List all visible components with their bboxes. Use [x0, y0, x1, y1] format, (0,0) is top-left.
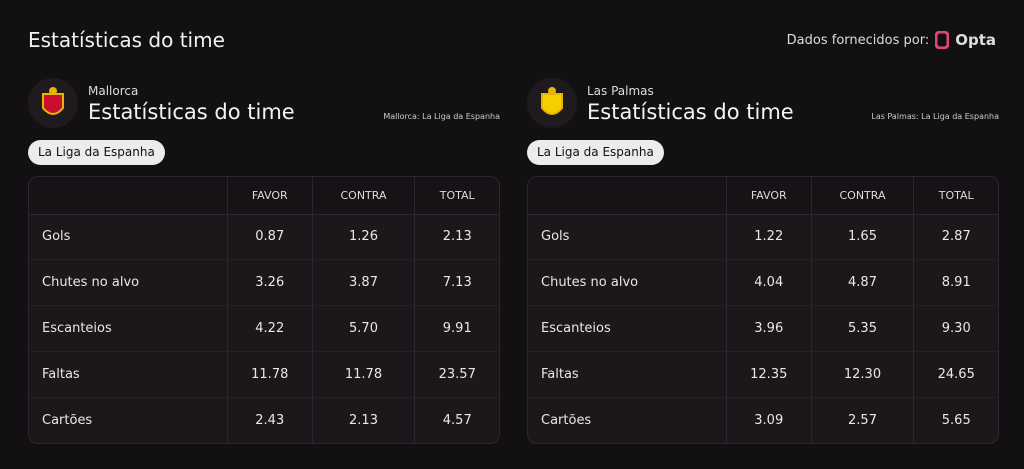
stat-value: 3.96 [726, 304, 811, 351]
source: Dados fornecidos por: Opta [787, 31, 996, 49]
stat-value: 1.22 [726, 215, 811, 259]
stats-table: FAVOR CONTRA TOTAL Gols 1.22 1.65 2.87 Chutes n… [527, 176, 999, 444]
stat-value: 4.87 [810, 258, 914, 305]
stat-row: Chutes no alvo 3.26 3.87 7.13 [29, 258, 499, 305]
team-title: Estatísticas do time [587, 100, 794, 124]
header-row: FAVOR CONTRA TOTAL [29, 177, 499, 215]
stat-row: Chutes no alvo 4.04 4.87 8.91 [528, 258, 998, 305]
stat-value: 7.13 [414, 258, 499, 305]
team-title: Estatísticas do time [88, 100, 295, 124]
stat-value: 5.35 [810, 304, 914, 351]
stat-label: Gols [541, 229, 570, 245]
team-name: Mallorca [88, 84, 139, 98]
stats-table: FAVOR CONTRA TOTAL Gols 0.87 1.26 2.13 Chutes n… [28, 176, 500, 444]
stat-value: 3.26 [227, 258, 312, 305]
header-cell [528, 177, 726, 215]
stat-value: 4.57 [414, 396, 499, 443]
league-pill: La Liga da Espanha [527, 140, 664, 165]
stat-value: 5.65 [913, 396, 998, 443]
stat-value: 4.22 [227, 304, 312, 351]
stat-value: 12.30 [810, 350, 914, 397]
stat-row: Escanteios 4.22 5.70 9.91 [29, 304, 499, 351]
stat-value: 0.87 [227, 215, 312, 259]
stat-value: 2.43 [227, 396, 312, 443]
stat-row: Faltas 11.78 11.78 23.57 [29, 350, 499, 397]
stat-value: 2.87 [913, 215, 998, 259]
column-header: TOTAL [913, 177, 998, 215]
team-logo [28, 78, 78, 128]
stat-label: Faltas [29, 350, 227, 397]
stat-label: Escanteios [528, 304, 726, 351]
team-note: Mallorca: La Liga da Espanha [383, 112, 500, 121]
stat-row: Cartões 3.09 2.57 5.65 [528, 396, 998, 443]
column-header: FAVOR [227, 177, 312, 215]
stat-value: 2.57 [810, 396, 914, 443]
source-text: Dados fornecidos por: [786, 32, 930, 48]
team-panel: Las Palmas Estatísticas do time Las Palmas… [527, 78, 999, 448]
league-pill: La Liga da Espanha [28, 140, 165, 165]
crest [42, 87, 64, 115]
stat-value: 2.13 [414, 215, 499, 259]
column-header: FAVOR [726, 177, 811, 215]
team-note: Las Palmas: La Liga da Espanha [871, 112, 999, 121]
stat-label: Chutes no alvo [29, 258, 227, 305]
column-header: CONTRA [311, 177, 415, 215]
team-logo [527, 78, 577, 128]
stat-value: 23.57 [414, 350, 499, 397]
stat-label: Escanteios [29, 304, 227, 351]
stat-label: Faltas [528, 350, 726, 397]
stat-row: Faltas 12.35 12.30 24.65 [528, 350, 998, 397]
column-header: TOTAL [414, 177, 499, 215]
stat-value: 12.35 [726, 350, 811, 397]
crest [541, 87, 563, 115]
stat-value: 2.13 [311, 396, 415, 443]
header-cell [29, 177, 227, 215]
stat-label: Cartões [528, 396, 726, 443]
stat-row: Cartões 2.43 2.13 4.57 [29, 396, 499, 443]
brand: Opta [955, 31, 996, 49]
page-title: Estatísticas do time [28, 28, 225, 52]
header-row: FAVOR CONTRA TOTAL [528, 177, 998, 215]
stat-value: 9.91 [414, 304, 499, 351]
stat-value: 5.70 [311, 304, 415, 351]
team-name: Las Palmas [587, 84, 654, 98]
stat-row: Escanteios 3.96 5.35 9.30 [528, 304, 998, 351]
stat-label: Gols [42, 229, 71, 245]
stat-value: 24.65 [913, 350, 998, 397]
stat-value: 11.78 [311, 350, 415, 397]
stat-value: 8.91 [913, 258, 998, 305]
stat-value: 3.87 [311, 258, 415, 305]
stat-value: 9.30 [913, 304, 998, 351]
team-panel: Mallorca Estatísticas do time Mallorca: La… [28, 78, 500, 448]
stat-value: 11.78 [227, 350, 312, 397]
stat-value: 1.65 [810, 215, 914, 259]
stat-row: Gols 0.87 1.26 2.13 [29, 215, 499, 259]
stat-value: 4.04 [726, 258, 811, 305]
stat-value: 3.09 [726, 396, 811, 443]
stat-label: Chutes no alvo [528, 258, 726, 305]
stat-label: Cartões [29, 396, 227, 443]
column-header: CONTRA [810, 177, 914, 215]
opta-icon [935, 31, 950, 49]
stat-row: Gols 1.22 1.65 2.87 [528, 215, 998, 259]
stat-value: 1.26 [311, 215, 415, 259]
